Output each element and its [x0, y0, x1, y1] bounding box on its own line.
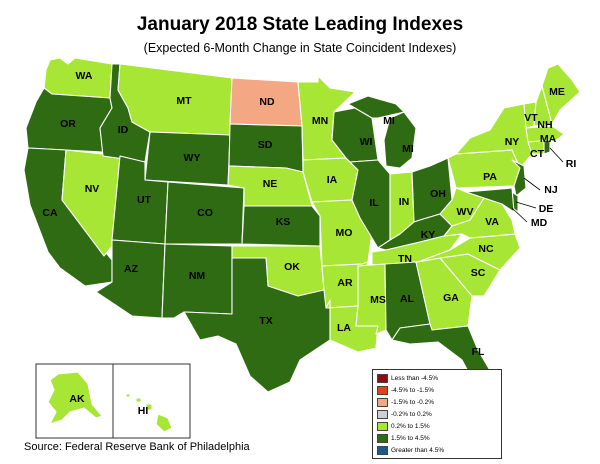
state-labels: WA OR CA NV ID MT WY UT AZ CO NM ND SD N… [42, 70, 576, 358]
state-MI-UP[interactable] [347, 95, 405, 119]
label-VA: VA [485, 216, 499, 228]
label-DE: DE [539, 203, 554, 215]
label-WV: WV [457, 206, 474, 218]
label-ME: ME [549, 86, 565, 98]
label-OH: OH [430, 188, 446, 200]
label-TX: TX [259, 315, 272, 327]
legend-label: -0.2% to 0.2% [391, 411, 432, 419]
label-ID: ID [118, 124, 129, 136]
leader-NJ [523, 177, 541, 191]
label-OK: OK [284, 261, 300, 273]
label-NY: NY [505, 136, 520, 148]
state-MI[interactable] [383, 111, 417, 169]
label-LA: LA [337, 322, 351, 334]
legend-item: 1.5% to 4.5% [377, 434, 430, 443]
label-MD: MD [531, 217, 548, 229]
label-KS: KS [276, 216, 291, 228]
label-NV: NV [85, 183, 100, 195]
ak-hi-inset: AK HI [35, 363, 191, 439]
legend-item: -0.2% to 0.2% [377, 410, 432, 419]
label-MA: MA [540, 133, 557, 145]
label-SD: SD [258, 139, 273, 151]
label-TN: TN [398, 253, 412, 265]
label-MI-UP: MI [383, 115, 395, 127]
legend-label: 0.2% to 1.5% [391, 423, 430, 431]
state-MA[interactable] [525, 125, 565, 143]
label-NH: NH [537, 119, 552, 131]
state-NC[interactable] [417, 233, 521, 271]
leader-lines [511, 147, 564, 223]
label-CA: CA [42, 207, 58, 219]
label-WA: WA [76, 70, 93, 82]
label-MS: MS [370, 294, 386, 306]
label-NE: NE [263, 178, 278, 190]
label-IL: IL [369, 197, 379, 209]
leader-DE [515, 201, 537, 209]
map-title: January 2018 State Leading Indexes [136, 14, 464, 35]
legend-label: 1.5% to 4.5% [391, 435, 430, 443]
state-AK[interactable] [47, 371, 103, 425]
label-CT: CT [530, 148, 545, 160]
label-KY: KY [421, 229, 436, 241]
label-VT: VT [524, 112, 538, 124]
label-OR: OR [60, 118, 76, 130]
legend-swatch [377, 374, 388, 383]
legend-item: Less than -4.5% [377, 374, 438, 383]
legend-swatch [377, 434, 388, 443]
label-GA: GA [443, 292, 459, 304]
legend-item: Greater than 4.5% [377, 446, 444, 455]
legend-swatch [377, 386, 388, 395]
label-AZ: AZ [124, 263, 139, 275]
label-ND: ND [259, 96, 275, 108]
label-NC: NC [478, 243, 494, 255]
state-KS[interactable] [241, 205, 321, 247]
label-MN: MN [312, 115, 328, 127]
label-CO: CO [197, 207, 213, 219]
label-HI: HI [138, 405, 149, 417]
legend-item: 0.2% to 1.5% [377, 422, 430, 431]
legend-label: -4.5% to -1.5% [391, 387, 434, 395]
legend-label: Less than -4.5% [391, 375, 438, 383]
label-FL: FL [472, 346, 485, 358]
map-subtitle: (Expected 6-Month Change in State Coinci… [143, 41, 457, 55]
legend-item: -4.5% to -1.5% [377, 386, 434, 395]
state-HI[interactable] [125, 393, 173, 433]
legend-label: -1.5% to -0.2% [391, 399, 434, 407]
label-AK: AK [69, 393, 85, 405]
label-MO: MO [336, 227, 353, 239]
state-ME[interactable] [541, 63, 581, 125]
source-note: Source: Federal Reserve Bank of Philadel… [24, 441, 250, 453]
label-PA: PA [483, 171, 497, 183]
label-AL: AL [400, 293, 415, 305]
state-MT[interactable] [117, 63, 233, 136]
legend-swatch [377, 422, 388, 431]
leader-MD [511, 207, 528, 223]
label-AR: AR [337, 277, 353, 289]
legend-swatch [377, 398, 388, 407]
state-TX[interactable] [183, 257, 331, 393]
label-SC: SC [471, 267, 486, 279]
state-MD[interactable] [465, 187, 515, 213]
label-NM: NM [189, 270, 206, 282]
label-MI: MI [402, 143, 414, 155]
label-WI: WI [360, 136, 373, 148]
leader-RI [549, 147, 564, 163]
label-WY: WY [184, 152, 201, 164]
label-RI: RI [566, 158, 577, 170]
legend-swatch [377, 410, 388, 419]
legend-item: -1.5% to -0.2% [377, 398, 434, 407]
label-IN: IN [399, 196, 410, 208]
legend: Less than -4.5% -4.5% to -1.5% -1.5% to … [372, 369, 502, 459]
label-NJ: NJ [544, 184, 558, 196]
legend-swatch [377, 446, 388, 455]
label-IA: IA [327, 174, 338, 186]
label-UT: UT [137, 194, 152, 206]
label-MT: MT [176, 95, 192, 107]
legend-label: Greater than 4.5% [391, 447, 445, 455]
